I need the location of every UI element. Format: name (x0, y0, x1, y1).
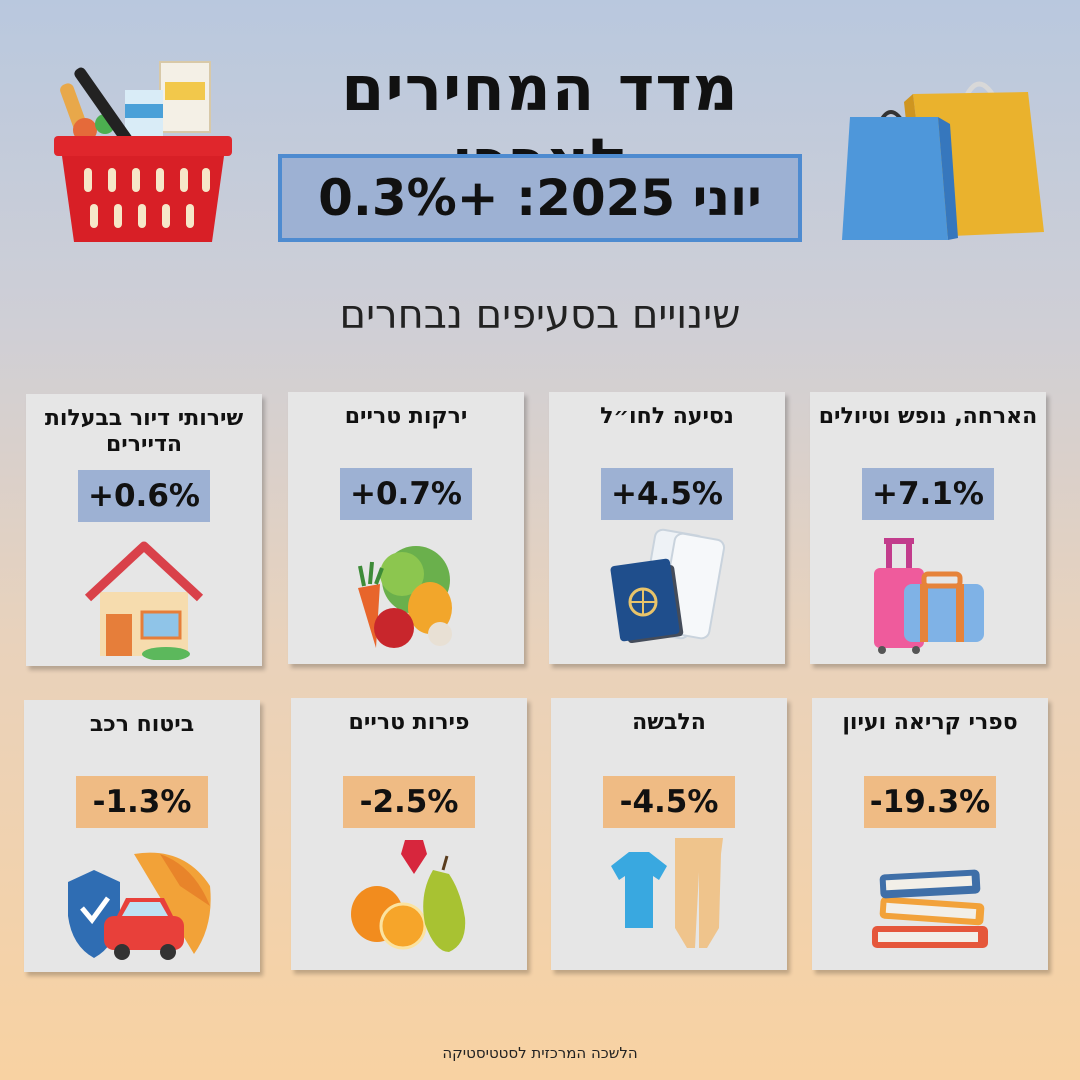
books-icon (872, 869, 988, 948)
card-travel-abroad: נסיעה לחו״ל +4.5% (549, 392, 785, 664)
card-clothing: הלבשה -4.5% (551, 698, 787, 970)
card-label: נסיעה לחו״ל (600, 404, 734, 429)
card-value: -19.3% (864, 776, 996, 828)
card-label: ביטוח רכב (89, 712, 195, 737)
card-label: ספרי קריאה ועיון (842, 710, 1018, 735)
headline-value: יוני 2025: +0.3% (318, 169, 762, 227)
card-fresh-fruits: פירות טריים -2.5% (291, 698, 527, 970)
house-icon (84, 541, 204, 660)
shopping-bags-icon (842, 81, 1044, 240)
card-fresh-vegetables: ירקות טריים +0.7% (288, 392, 524, 664)
card-value: +0.6% (78, 470, 210, 522)
car-insurance-icon (68, 852, 211, 960)
source-credit: הלשכה המרכזית לסטטיסטיקה (442, 1044, 638, 1062)
card-hospitality: הארחה, נופש וטיולים +7.1% (810, 392, 1046, 664)
card-value: +7.1% (862, 468, 994, 520)
card-value: -2.5% (343, 776, 475, 828)
card-car-insurance: ביטוח רכב -1.3% (24, 700, 260, 972)
section-subtitle: שינויים בסעיפים נבחרים (339, 292, 741, 338)
card-label: ירקות טריים (344, 404, 468, 429)
passport-tickets-icon (610, 528, 726, 644)
card-label: שירותי דיור בבעלות הדיירים (44, 406, 244, 457)
shopping-basket-icon (54, 61, 232, 242)
card-owner-housing: שירותי דיור בבעלות הדיירים +0.6% (26, 394, 262, 666)
luggage-icon (874, 538, 984, 654)
card-value: +0.7% (340, 468, 472, 520)
card-books: ספרי קריאה ועיון -19.3% (812, 698, 1048, 970)
card-value: +4.5% (601, 468, 733, 520)
vegetables-icon (358, 546, 452, 648)
headline-box: יוני 2025: +0.3% (278, 154, 802, 242)
clothing-icon (611, 838, 723, 948)
fruits-icon (351, 840, 466, 952)
card-label: הלבשה (632, 710, 706, 735)
card-value: -4.5% (603, 776, 735, 828)
card-value: -1.3% (76, 776, 208, 828)
card-label: פירות טריים (348, 710, 470, 735)
card-label: הארחה, נופש וטיולים (818, 404, 1038, 429)
